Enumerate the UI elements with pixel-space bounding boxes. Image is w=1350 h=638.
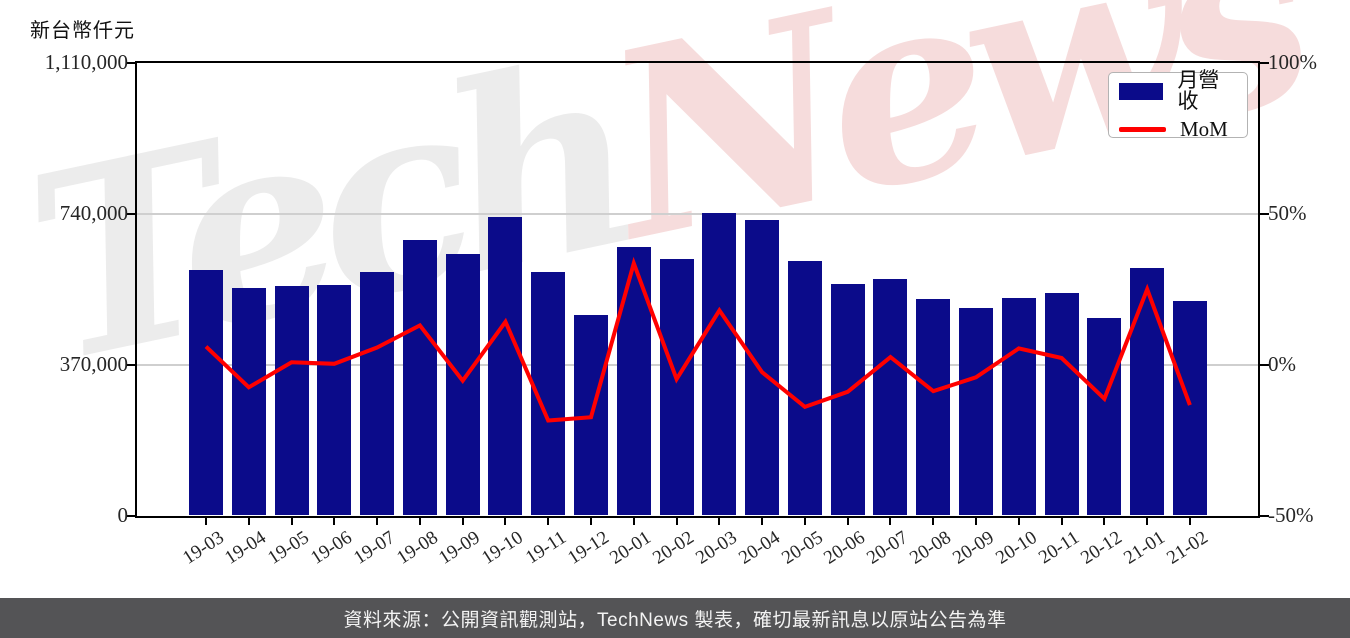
x-tick-mark: [1188, 516, 1191, 525]
legend-label-revenue: 月營收: [1177, 68, 1220, 113]
x-tick-mark: [418, 516, 421, 525]
x-tick-mark: [247, 516, 250, 525]
y-tick-label-740,000: 740,000: [59, 200, 128, 225]
revenue-bar-19-10: [488, 217, 523, 516]
x-tick-mark: [889, 516, 892, 525]
mom-line-swatch: [1119, 127, 1166, 132]
x-tick-mark: [1103, 516, 1106, 525]
x-tick-mark: [718, 516, 721, 525]
revenue-bar-20-07: [873, 279, 908, 516]
revenue-bar-20-10: [1001, 297, 1036, 516]
y-tick-mark: [126, 212, 137, 215]
revenue-bar-19-05: [274, 285, 309, 516]
x-tick-mark: [932, 516, 935, 525]
legend-item-mom: MoM: [1119, 119, 1237, 140]
revenue-bar-20-02: [659, 259, 694, 516]
x-tick-mark: [376, 516, 379, 525]
y-tick-mark: [126, 62, 137, 64]
pct-tick-label--50%: -50%: [1268, 502, 1314, 527]
revenue-bar-20-03: [702, 213, 737, 516]
x-tick-mark: [504, 516, 507, 525]
x-tick-mark: [1060, 516, 1063, 525]
revenue-bar-19-07: [360, 272, 395, 516]
axis-unit-label: 新台幣仟元: [30, 20, 135, 42]
x-tick-mark: [461, 516, 464, 525]
x-tick-mark: [1017, 516, 1020, 525]
revenue-bar-19-08: [402, 240, 437, 516]
y-tick-label-370,000: 370,000: [59, 351, 128, 376]
revenue-bar-20-09: [959, 308, 994, 516]
source-footer: 資料來源：公開資訊觀測站，TechNews 製表，確切最新訊息以原站公告為準: [0, 598, 1350, 638]
mom-line: [204, 256, 1192, 423]
x-tick-mark: [205, 516, 207, 525]
x-tick-mark: [547, 516, 550, 525]
revenue-bar-19-09: [445, 254, 480, 516]
x-tick-mark: [846, 516, 849, 525]
legend: 月營收 MoM: [1108, 70, 1248, 140]
x-tick-mark: [1146, 516, 1149, 525]
revenue-bar-20-08: [916, 299, 951, 516]
x-tick-mark: [590, 516, 593, 525]
pct-tick-mark: [1258, 363, 1269, 366]
x-tick-mark: [333, 516, 336, 525]
pct-tick-label-50%: 50%: [1268, 200, 1307, 225]
pct-tick-label-0%: 0%: [1268, 351, 1296, 376]
legend-item-revenue: 月營收: [1119, 70, 1237, 112]
pct-tick-mark: [1258, 212, 1269, 215]
x-tick-mark: [803, 516, 806, 525]
revenue-bar-19-03: [189, 270, 223, 516]
pct-tick-label-100%: 100%: [1268, 50, 1317, 74]
y-tick-label-1,110,000: 1,110,000: [44, 50, 128, 74]
x-tick-mark: [975, 516, 978, 525]
revenue-bar-21-01: [1130, 268, 1165, 516]
revenue-bar-21-02: [1172, 300, 1207, 516]
gridline-740,000: [137, 212, 1258, 215]
revenue-bar-20-11: [1044, 292, 1079, 516]
revenue-bar-19-06: [317, 285, 352, 516]
x-tick-mark: [632, 516, 635, 525]
x-tick-mark: [761, 516, 764, 525]
y-tick-mark: [126, 363, 137, 366]
y-tick-mark: [126, 514, 137, 517]
pct-tick-mark: [1258, 62, 1269, 64]
y-tick-label-0: 0: [117, 502, 129, 527]
revenue-bar-20-04: [745, 220, 780, 516]
x-tick-mark: [290, 516, 293, 525]
gridline-370,000: [137, 363, 1258, 366]
revenue-bar-swatch: [1119, 82, 1164, 100]
revenue-bar-20-05: [787, 260, 822, 516]
revenue-bar-20-06: [830, 284, 865, 516]
x-tick-mark: [675, 516, 678, 525]
legend-label-mom: MoM: [1180, 117, 1228, 141]
pct-tick-mark: [1258, 514, 1269, 517]
revenue-bar-19-04: [231, 288, 266, 516]
revenue-bar-20-12: [1087, 317, 1122, 516]
